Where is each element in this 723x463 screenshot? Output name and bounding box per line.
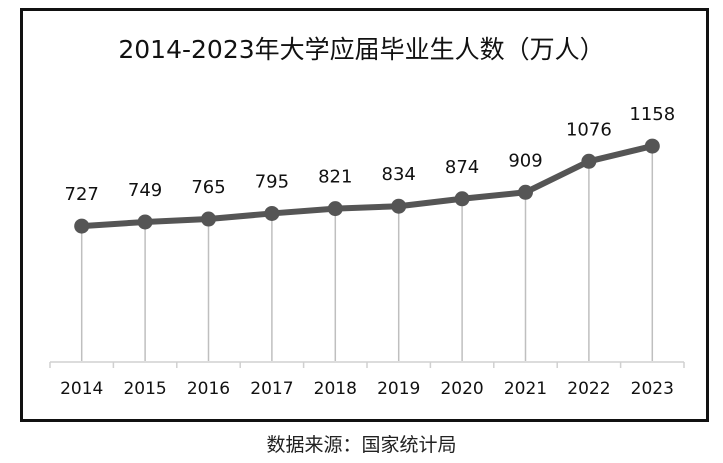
data-point xyxy=(391,198,407,214)
data-label: 765 xyxy=(191,177,225,198)
data-label: 874 xyxy=(445,157,479,178)
data-source: 数据来源：国家统计局 xyxy=(266,434,457,456)
data-label: 1158 xyxy=(629,104,675,125)
data-label: 749 xyxy=(128,180,162,201)
data-point xyxy=(644,138,660,154)
x-tick-label: 2020 xyxy=(440,379,483,399)
x-tick-label: 2023 xyxy=(631,379,674,399)
x-tick-label: 2017 xyxy=(250,379,293,399)
data-point xyxy=(74,218,90,234)
x-tick-label: 2016 xyxy=(187,379,230,399)
data-label: 795 xyxy=(255,171,289,192)
x-tick-label: 2018 xyxy=(314,379,357,399)
data-label: 834 xyxy=(382,164,416,185)
data-point xyxy=(518,184,533,200)
data-point xyxy=(581,153,597,169)
data-point xyxy=(137,214,153,230)
data-label: 821 xyxy=(318,167,352,188)
x-tick-label: 2022 xyxy=(567,379,610,399)
data-point xyxy=(327,201,343,217)
data-point xyxy=(264,205,280,221)
data-label: 727 xyxy=(65,184,99,205)
series-line xyxy=(81,143,654,230)
chart-title: 2014-2023年大学应届毕业生人数（万人） xyxy=(118,35,605,64)
data-label: 1076 xyxy=(566,119,612,140)
x-tick-label: 2015 xyxy=(123,379,166,399)
x-tick-label: 2021 xyxy=(504,379,547,399)
data-point xyxy=(201,211,216,227)
data-label: 909 xyxy=(508,150,542,171)
data-point xyxy=(454,191,470,207)
x-tick-label: 2014 xyxy=(60,379,103,399)
x-tick-label: 2019 xyxy=(377,379,420,399)
chart-frame xyxy=(20,8,709,422)
